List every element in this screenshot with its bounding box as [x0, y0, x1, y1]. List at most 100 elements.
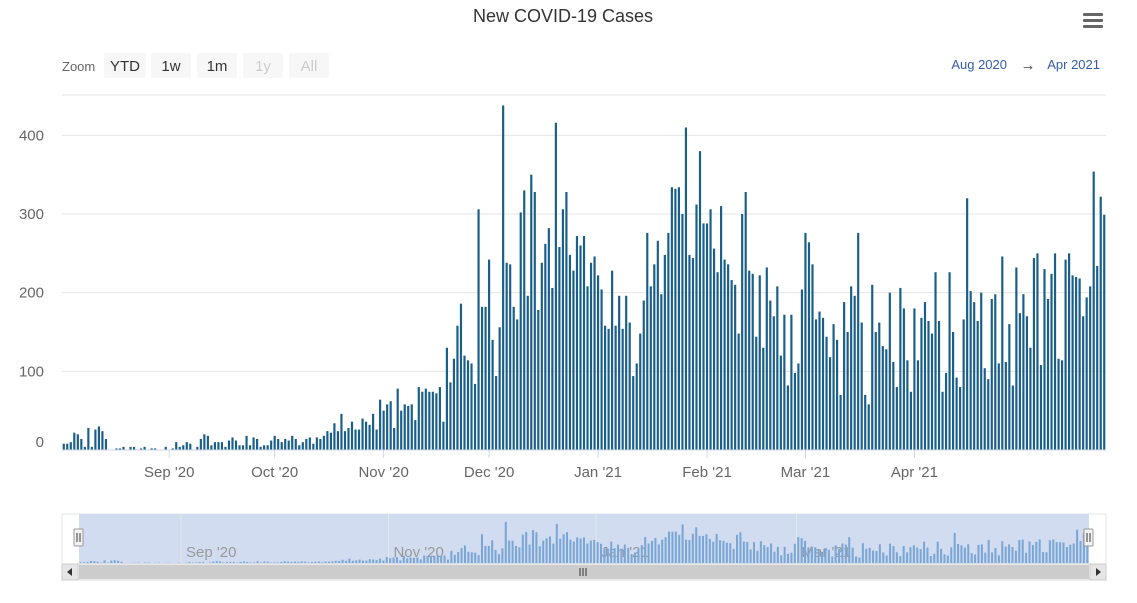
bar[interactable]	[414, 420, 417, 450]
bar[interactable]	[266, 445, 269, 450]
bar[interactable]	[1015, 267, 1018, 450]
bar[interactable]	[814, 319, 818, 450]
navigator-handle-left[interactable]	[73, 528, 84, 547]
bar[interactable]	[87, 427, 90, 450]
bar[interactable]	[410, 404, 413, 450]
bar[interactable]	[832, 324, 835, 450]
zoom-btn-all[interactable]: All	[289, 53, 329, 78]
bar[interactable]	[807, 242, 811, 450]
bar[interactable]	[828, 357, 832, 450]
bar[interactable]	[491, 339, 494, 450]
bar[interactable]	[259, 446, 262, 450]
bar[interactable]	[372, 413, 375, 450]
bar[interactable]	[336, 431, 340, 450]
bar[interactable]	[948, 272, 951, 450]
bar[interactable]	[252, 437, 255, 450]
bar[interactable]	[312, 443, 315, 450]
bar[interactable]	[210, 445, 213, 450]
bar[interactable]	[604, 325, 607, 450]
bar[interactable]	[727, 264, 730, 450]
bar[interactable]	[488, 259, 491, 450]
bar[interactable]	[417, 387, 420, 450]
bar[interactable]	[618, 295, 621, 450]
bar[interactable]	[386, 404, 389, 450]
bar[interactable]	[498, 327, 501, 450]
bar[interactable]	[357, 429, 361, 450]
bar[interactable]	[1064, 259, 1067, 450]
bar[interactable]	[593, 256, 596, 450]
bar[interactable]	[565, 191, 568, 450]
bar[interactable]	[955, 377, 958, 450]
bar[interactable]	[990, 298, 993, 450]
bar[interactable]	[449, 382, 452, 450]
bar[interactable]	[836, 339, 839, 450]
bar[interactable]	[319, 438, 322, 450]
bar[interactable]	[400, 410, 403, 450]
bar[interactable]	[1018, 313, 1021, 450]
bar[interactable]	[959, 387, 962, 450]
bar[interactable]	[294, 438, 297, 450]
bar[interactable]	[171, 448, 174, 450]
bar[interactable]	[867, 404, 870, 450]
bar[interactable]	[1075, 276, 1078, 450]
bar[interactable]	[639, 333, 642, 450]
bar[interactable]	[906, 360, 909, 450]
bar[interactable]	[744, 191, 747, 450]
bar[interactable]	[899, 287, 902, 450]
bar[interactable]	[431, 391, 434, 450]
bar[interactable]	[178, 446, 181, 450]
bar[interactable]	[189, 443, 192, 450]
bar[interactable]	[354, 429, 357, 450]
bar[interactable]	[811, 264, 814, 450]
bar[interactable]	[825, 336, 828, 450]
bar[interactable]	[185, 442, 188, 450]
bar[interactable]	[857, 232, 860, 450]
bar[interactable]	[533, 191, 536, 450]
bar[interactable]	[220, 442, 224, 450]
bar[interactable]	[1085, 297, 1088, 450]
bar[interactable]	[484, 306, 487, 450]
bar[interactable]	[934, 272, 937, 450]
bar[interactable]	[516, 319, 519, 450]
bar[interactable]	[277, 438, 280, 450]
bar[interactable]	[495, 376, 498, 450]
bar[interactable]	[287, 440, 290, 450]
bar[interactable]	[175, 442, 178, 450]
bar[interactable]	[607, 328, 610, 450]
bar[interactable]	[628, 322, 631, 450]
bar[interactable]	[234, 440, 238, 450]
bar[interactable]	[635, 363, 638, 450]
bar[interactable]	[424, 388, 427, 450]
bar[interactable]	[551, 287, 554, 450]
bar[interactable]	[118, 448, 122, 450]
bar[interactable]	[913, 308, 916, 450]
bar[interactable]	[396, 388, 399, 450]
bar[interactable]	[772, 316, 775, 450]
bar[interactable]	[902, 308, 905, 450]
bar[interactable]	[83, 446, 86, 450]
bar[interactable]	[600, 289, 603, 450]
bar[interactable]	[737, 333, 740, 450]
bar[interactable]	[818, 311, 821, 450]
bar[interactable]	[505, 262, 508, 450]
bar[interactable]	[1078, 278, 1081, 450]
bar[interactable]	[375, 429, 378, 450]
bar[interactable]	[428, 391, 431, 450]
bar[interactable]	[213, 442, 216, 450]
bar[interactable]	[776, 286, 779, 450]
bar[interactable]	[734, 284, 737, 450]
bar[interactable]	[741, 214, 744, 450]
bar[interactable]	[716, 272, 719, 450]
bar[interactable]	[748, 270, 751, 450]
bar[interactable]	[326, 431, 329, 450]
bar[interactable]	[663, 254, 666, 450]
bar[interactable]	[322, 435, 325, 450]
bar[interactable]	[702, 223, 705, 450]
bar[interactable]	[284, 438, 287, 450]
bar[interactable]	[182, 445, 185, 450]
bar[interactable]	[62, 443, 65, 450]
bar[interactable]	[393, 427, 396, 450]
bar[interactable]	[150, 448, 153, 450]
bar[interactable]	[379, 399, 382, 450]
bar[interactable]	[1089, 286, 1092, 450]
